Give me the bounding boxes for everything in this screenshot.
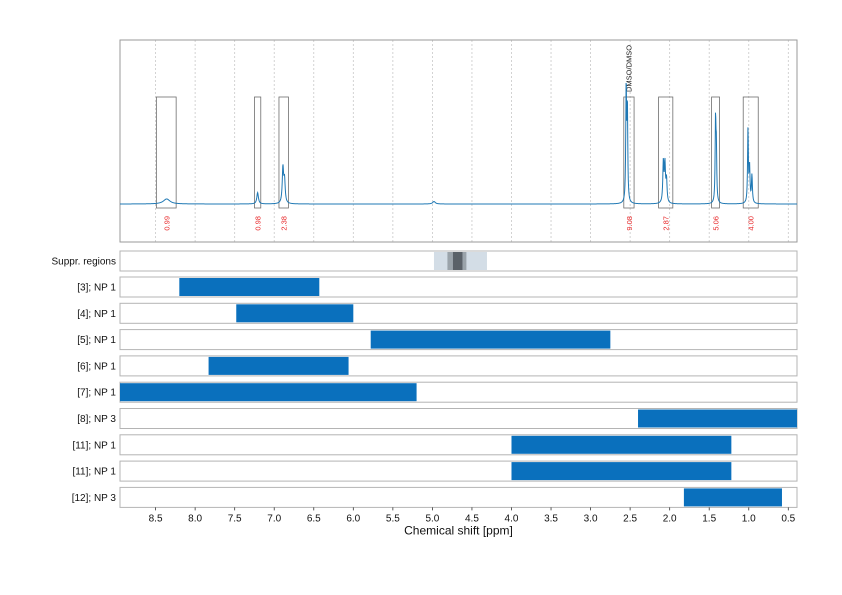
x-tick-label: 5.0 [425, 513, 439, 524]
spectrum-panel: 0.99 0.98 2.38 9.08 2.87 5.06 4.00 DMSO/DMSO [119, 39, 798, 243]
integral-label: 2.87 [662, 216, 671, 231]
bar-row-label: [3]; NP 1 [77, 283, 116, 294]
x-tick-label: 7.5 [228, 513, 242, 524]
x-tick-label: 2.0 [663, 513, 677, 524]
bar-row-label: [8]; NP 3 [77, 414, 116, 425]
x-tick-label: 8.5 [149, 513, 163, 524]
range-bar-rows: [3]; NP 1 [4]; NP 1 [5]; NP 1 [6]; NP 1 [7];… [72, 276, 798, 508]
x-tick-label: 8.0 [188, 513, 202, 524]
integral-box [278, 96, 289, 209]
integral-label: 0.98 [254, 216, 263, 231]
x-tick-label: 6.5 [307, 513, 321, 524]
bar-row-label: [11]; NP 1 [72, 440, 116, 451]
integral-label: 5.06 [712, 216, 721, 231]
bar-row-frame [119, 302, 798, 324]
x-tick-label: 5.5 [386, 513, 400, 524]
integral-box [254, 96, 262, 209]
np-range-bar [370, 330, 611, 349]
spectrum-line [120, 82, 797, 205]
integral-label: 2.38 [280, 216, 289, 231]
x-tick-label: 6.0 [346, 513, 360, 524]
x-tick-label: 4.0 [505, 513, 519, 524]
np-range-bar [683, 488, 782, 507]
x-tick-label: 7.0 [267, 513, 281, 524]
integral-box [658, 96, 674, 209]
grid-lines [155, 40, 789, 242]
bar-row-label: [4]; NP 1 [77, 309, 116, 320]
np-range-bar [208, 356, 349, 375]
suppressed-band [452, 252, 463, 270]
bar-row-label: [6]; NP 1 [77, 361, 116, 372]
np-range-bar [120, 383, 417, 402]
np-range-bar [511, 462, 732, 481]
bar-row-frame [119, 486, 798, 508]
spectrum-panel-border [119, 39, 798, 243]
x-tick-label: 1.5 [702, 513, 716, 524]
x-tick-label: 2.5 [623, 513, 637, 524]
x-axis-title: Chemical shift [ppm] [404, 523, 513, 537]
suppressed-regions-row: Suppr. regions [52, 250, 798, 272]
bar-row-label: [12]; NP 3 [72, 493, 117, 504]
np-range-bar [179, 278, 320, 296]
integral-label: 0.99 [162, 216, 171, 231]
integral-label: 9.08 [625, 216, 634, 231]
integral-box [623, 96, 635, 209]
x-tick-label: 0.5 [781, 513, 795, 524]
x-tick-label: 1.0 [742, 513, 756, 524]
bar-row-label: [7]; NP 1 [77, 388, 116, 399]
np-range-bar [511, 435, 732, 454]
np-range-bar [638, 409, 797, 428]
suppressed-row-label: Suppr. regions [52, 257, 117, 268]
integral-box [711, 96, 720, 209]
x-axis: 8.5 8.0 7.5 7.0 6.5 6.0 5.5 5.0 4.5 4.0 3.5 3.0 2.5 2… [149, 507, 796, 537]
np-range-bar [236, 304, 354, 323]
bar-row-label: [5]; NP 1 [77, 335, 116, 346]
x-tick-label: 4.5 [465, 513, 479, 524]
bar-row-label: [11]; NP 1 [72, 467, 116, 478]
solvent-label: DMSO/DMSO [625, 45, 634, 92]
integral-box [742, 96, 759, 209]
integral-box [155, 96, 177, 209]
x-tick-label: 3.5 [544, 513, 558, 524]
integral-label: 4.00 [747, 216, 756, 231]
x-tick-label: 3.0 [584, 513, 598, 524]
